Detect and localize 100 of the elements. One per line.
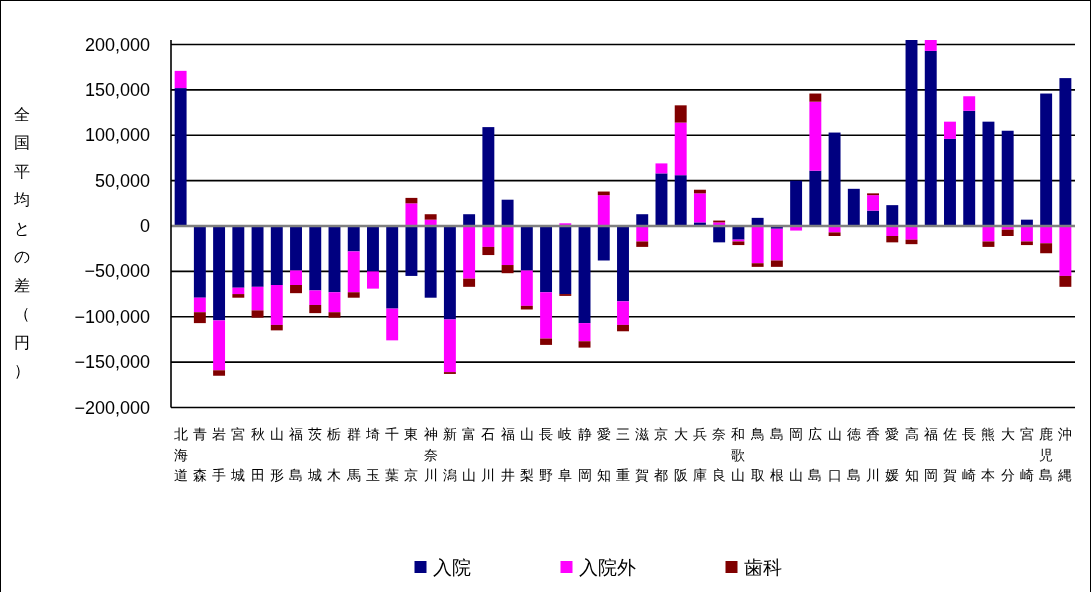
bar [809,93,822,102]
bar [270,285,283,325]
bar [193,226,206,298]
bar [636,241,649,247]
category-label: 滋賀 [635,426,650,483]
bar [944,138,956,227]
category-label: 長崎 [962,426,977,483]
bar [501,199,514,227]
bar [347,226,360,252]
bar [443,226,456,320]
bar [886,205,899,227]
bar [809,170,822,227]
bar [193,312,206,324]
category-label: 大阪 [673,426,688,483]
bar [713,226,726,243]
bar [328,312,341,318]
bar [924,40,937,51]
bar [982,226,995,242]
y-tick-label: 200,000 [84,34,150,55]
category-label: 岡山 [789,426,804,483]
bar [347,292,360,298]
category-label: 栃木 [327,426,342,483]
bar [501,226,514,266]
bar [770,228,783,261]
bar [617,226,629,302]
category-label: 三重 [616,426,630,483]
bar [482,127,495,227]
bar [655,163,668,174]
bar [751,226,764,264]
y-tick-label: 150,000 [84,79,150,100]
bar [886,226,899,236]
legend-label: 入院外 [578,556,636,578]
bar [770,260,783,267]
bar [328,292,341,313]
bar [290,226,302,271]
x-tick-label: 神奈川 [423,426,438,483]
bar [405,226,418,276]
y-tick-label: 50,000 [94,170,150,191]
bar [867,195,880,211]
x-tick-label: 和歌山 [731,426,746,483]
category-label: 埼玉 [365,426,380,483]
y-axis-title: 全国平均との差（円） [14,105,30,379]
category-label: 東京 [404,426,419,483]
category-label: 愛知 [596,426,611,483]
bar [328,226,341,293]
bar [424,214,437,220]
category-label: 高知 [904,426,919,483]
bar [213,370,226,376]
bar [251,226,264,287]
category-label: 京都 [654,426,669,483]
y-tick-label: −100,000 [74,306,150,327]
bar [1020,241,1033,246]
bar [597,226,610,261]
category-label: 新潟 [442,426,457,483]
bar [405,197,418,204]
bar [367,271,379,289]
bar [924,50,937,227]
bar [963,96,976,111]
bar [828,132,841,227]
category-label: 富山 [462,426,477,483]
bar [847,188,860,227]
bar [1001,229,1014,236]
bar [232,226,245,288]
category-label: 島根 [769,426,784,483]
bar [963,110,976,227]
bar [1059,78,1072,227]
bar [982,121,995,227]
bar [482,246,495,256]
category-label: 長野 [539,426,554,483]
category-label: 岩手 [212,426,227,483]
category-label: 福岡 [923,426,938,483]
legend-label: 歯科 [743,556,782,578]
bar [463,214,476,227]
bar [482,226,495,247]
bar [251,310,264,318]
bar [232,287,245,295]
bar [367,226,379,272]
bar [828,232,841,236]
category-label: 宮崎 [1019,426,1034,483]
bar [347,251,360,293]
bar [405,203,418,227]
bar [674,105,687,123]
bar [559,226,572,295]
bar [732,241,745,246]
category-label: 青森 [192,426,207,483]
bar [270,226,283,285]
bar [636,214,649,227]
bar [636,226,649,242]
bar [290,270,302,285]
x-tick-label: 北海道 [173,426,188,483]
category-label: 佐賀 [942,426,957,483]
category-label: 福島 [289,426,304,483]
bar [751,263,764,267]
bar [443,319,456,373]
category-label: 熊本 [981,426,996,483]
category-label: 群馬 [346,426,361,483]
bar [1001,130,1014,227]
bar [1040,243,1053,254]
category-label: 石川 [481,426,496,483]
category-label: 宮城 [231,426,246,483]
